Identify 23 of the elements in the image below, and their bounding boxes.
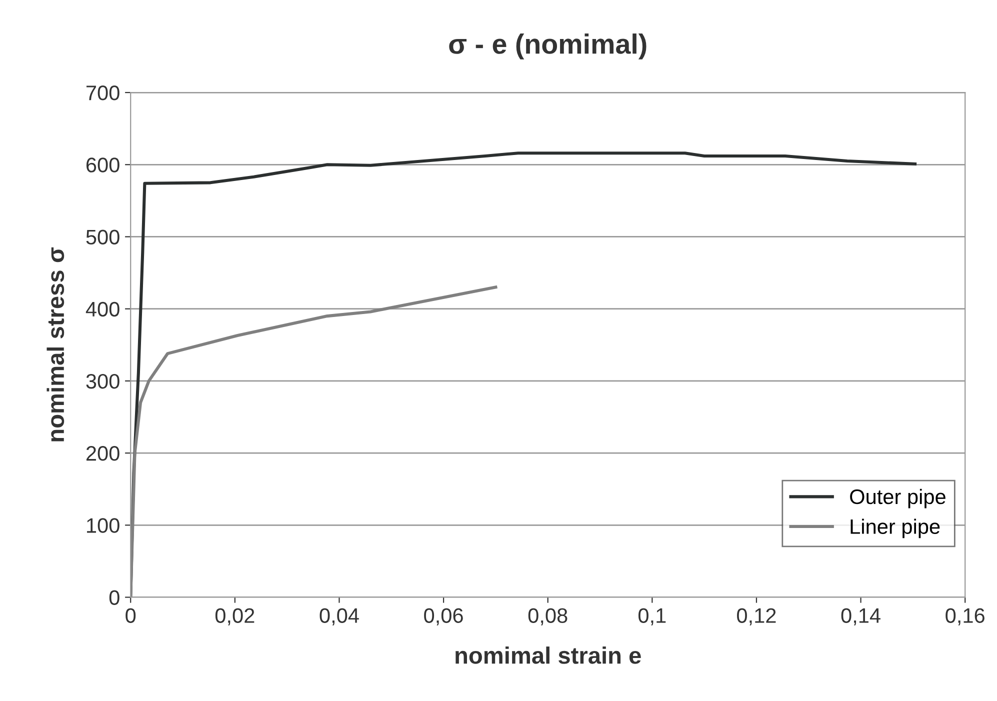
y-tick-label: 300 [86, 374, 120, 389]
y-axis-title: nomimal stress σ [46, 247, 64, 442]
y-tick-label: 200 [86, 446, 120, 461]
chart-title: σ - e (nomimal) [449, 34, 646, 60]
y-tick-label: 400 [86, 302, 120, 317]
y-tick-label: 600 [86, 158, 120, 172]
x-tick-label: 0,02 [215, 608, 254, 626]
line-series [130, 286, 498, 598]
y-tick-label: 100 [87, 518, 120, 533]
y-tick-label: 700 [86, 86, 120, 100]
x-tick-label: 0,08 [528, 608, 568, 626]
x-tick-label: 0,04 [320, 608, 359, 626]
legend-label: Liner pipe [850, 518, 940, 538]
x-tick-label: 0,16 [946, 608, 984, 626]
x-axis-title: nomimal strain e [456, 646, 641, 664]
legend-label: Outer pipe [850, 488, 946, 508]
x-tick-label: 0,12 [737, 608, 776, 626]
y-tick-label: 0 [109, 590, 120, 606]
y-tick-label: 500 [86, 230, 120, 244]
x-tick-label: 0,1 [638, 608, 666, 626]
x-tick-label: 0,14 [841, 608, 880, 626]
x-tick-label: 0,06 [424, 608, 463, 626]
x-tick-label: 0 [126, 608, 136, 623]
